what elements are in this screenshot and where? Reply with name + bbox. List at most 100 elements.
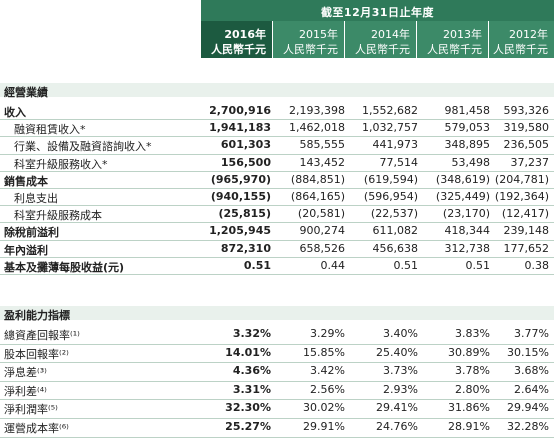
table-cell: (965,970) xyxy=(210,172,271,186)
table-cell: 3.29% xyxy=(310,327,345,340)
row-divider xyxy=(0,153,554,155)
row-divider xyxy=(0,188,554,189)
row-label: 銷售成本 xyxy=(4,174,48,188)
table-cell: 2,193,398 xyxy=(289,104,345,117)
table-cell: 611,082 xyxy=(372,224,419,238)
table-row: 科室升級服務收入* 156,500 143,452 77,514 53,498 37,23… xyxy=(0,155,554,172)
table-cell: 24.76% xyxy=(376,420,418,433)
section-title-operations: 經營業績 xyxy=(4,86,48,99)
table-cell: 2.64% xyxy=(514,382,549,396)
table-row: 行業、設備及融資諮詢收入* 601,303 585,555 441,973 348,89… xyxy=(0,137,554,154)
year-label: 2012年 xyxy=(509,28,548,41)
row-label: 除稅前溢利 xyxy=(4,226,59,240)
table-cell: 29.91% xyxy=(303,420,345,433)
table-cell: 2.56% xyxy=(310,382,345,396)
table-cell: 239,148 xyxy=(503,224,550,238)
table-cell: (940,155) xyxy=(210,190,271,203)
table-cell: 3.40% xyxy=(383,327,418,340)
table-cell: 3.31% xyxy=(232,382,271,396)
table-cell: 0.44 xyxy=(320,258,346,272)
table-cell: (325,449) xyxy=(435,190,490,203)
table-cell: 177,652 xyxy=(503,241,550,255)
table-cell: 15.85% xyxy=(303,345,345,359)
row-label: 融資租賃收入* xyxy=(14,123,86,137)
row-divider xyxy=(0,418,554,419)
table-row: 淨息差⁽³⁾ 4.36% 3.42% 3.73% 3.78% 3.68% xyxy=(0,363,554,380)
table-cell: 31.86% xyxy=(448,401,490,415)
table-cell: (25,815) xyxy=(218,207,271,221)
header-spacer xyxy=(0,0,201,58)
year-label: 2016年 xyxy=(224,28,266,41)
table-cell: (22,537) xyxy=(370,207,418,221)
row-label: 基本及攤薄每股收益(元) xyxy=(4,260,125,274)
table-cell: 236,505 xyxy=(503,138,550,152)
table-row: 利息支出 (940,155) (864,165) (596,954) (325,449)… xyxy=(0,189,554,206)
year-header-row: 2016年 人民幣千元 2015年 人民幣千元 2014年 人民幣千元 2013年 人民幣千元… xyxy=(201,21,554,58)
row-label: 科室升級服務成本 xyxy=(14,209,102,223)
row-divider xyxy=(0,205,554,207)
table-cell: 28.91% xyxy=(448,420,490,433)
row-divider xyxy=(0,239,554,241)
table-cell: 2.93% xyxy=(383,382,418,396)
table-cell: 30.15% xyxy=(507,345,549,359)
table-cell: 3.77% xyxy=(514,327,549,340)
row-label: 淨利差⁽⁴⁾ xyxy=(4,384,47,398)
period-banner: 截至12月31日止年度 xyxy=(201,0,554,21)
year-column-header: 2013年人民幣千元 xyxy=(417,21,488,58)
table-cell: 0.51 xyxy=(465,258,491,272)
table-cell: 53,498 xyxy=(451,155,491,169)
table-cell: 1,462,018 xyxy=(289,121,345,135)
row-label: 淨利潤率⁽⁵⁾ xyxy=(4,403,58,417)
table-cell: (596,954) xyxy=(363,190,418,203)
row-label: 股本回報率⁽²⁾ xyxy=(4,347,69,361)
row-divider xyxy=(0,343,554,345)
table-row: 運營成本率⁽⁶⁾ 25.27% 29.91% 24.76% 28.91% 32.28% xyxy=(0,419,554,436)
table-cell: 319,580 xyxy=(503,121,550,135)
year-column-header: 2012年 人民幣千元 xyxy=(489,21,554,58)
table-cell: 456,638 xyxy=(372,241,419,255)
table-cell: (192,364) xyxy=(494,190,549,203)
table-cell: 900,274 xyxy=(299,224,346,238)
row-divider xyxy=(0,136,554,138)
table-cell: 1,941,183 xyxy=(209,121,271,135)
row-divider xyxy=(0,380,554,382)
table-cell: 981,458 xyxy=(444,104,491,117)
table-cell: 418,344 xyxy=(444,224,491,238)
table-cell: (884,851) xyxy=(290,172,345,186)
table-cell: 3.83% xyxy=(455,327,490,340)
table-cell: 872,310 xyxy=(220,241,271,255)
row-label: 運營成本率⁽⁶⁾ xyxy=(4,422,69,435)
unit-label: 人民幣千元 xyxy=(427,43,482,56)
table-cell: 2.80% xyxy=(455,382,490,396)
year-column-header: 2014年 人民幣千元 xyxy=(345,21,416,58)
table-cell: 32.28% xyxy=(507,420,549,433)
year-column-header: 2016年人民幣千元 xyxy=(201,21,272,58)
table-cell: (23,170) xyxy=(442,207,490,221)
table-cell: 3.73% xyxy=(383,364,418,378)
table-cell: 3.78% xyxy=(455,364,490,378)
table-cell: (864,165) xyxy=(290,190,345,203)
table-cell: 579,053 xyxy=(444,121,491,135)
row-label: 淨息差⁽³⁾ xyxy=(4,366,47,380)
table-cell: 601,303 xyxy=(220,138,271,152)
row-divider xyxy=(0,362,554,364)
table-row: 科室升級服務成本 (25,815) (20,581) (22,537) (23,170)… xyxy=(0,206,554,223)
table-cell: 29.94% xyxy=(507,401,549,415)
table-cell: 658,526 xyxy=(299,241,346,255)
table-cell: 156,500 xyxy=(220,155,271,169)
row-label: 收入 xyxy=(4,106,26,119)
table-cell: 29.41% xyxy=(376,401,418,415)
year-label: 2015年 xyxy=(299,28,338,41)
year-label: 2013年 xyxy=(443,28,482,41)
table-cell: 77,514 xyxy=(379,155,419,169)
row-divider xyxy=(0,170,554,172)
unit-label: 人民幣千元 xyxy=(211,43,266,56)
row-divider xyxy=(0,256,554,258)
table-row: 融資租賃收入* 1,941,183 1,462,018 1,032,757 579,05… xyxy=(0,120,554,137)
table-cell: 25.27% xyxy=(225,420,271,433)
table-row: 淨利差⁽⁴⁾ 3.31% 2.56% 2.93% 2.80% 2.64% xyxy=(0,382,554,399)
table-cell: (348,619) xyxy=(435,172,490,186)
table-cell: 3.32% xyxy=(232,327,271,340)
table-cell: (619,594) xyxy=(363,172,418,186)
